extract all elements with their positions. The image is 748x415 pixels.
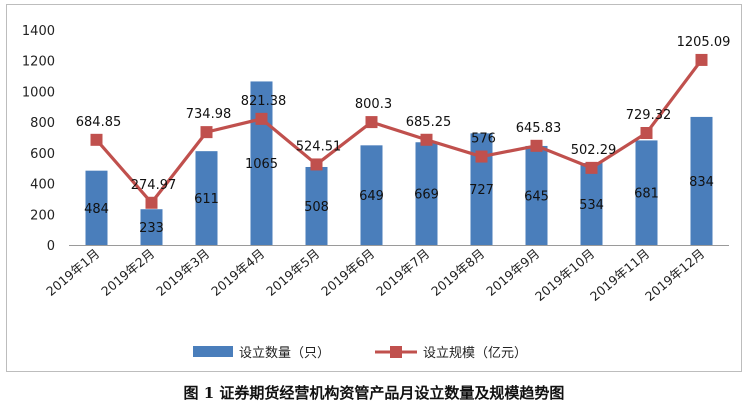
bar-data-label: 233 <box>139 221 164 236</box>
y-tick-label: 1200 <box>22 55 55 70</box>
bar-data-label: 727 <box>469 183 494 198</box>
line-marker <box>255 112 268 125</box>
bar <box>690 116 713 246</box>
bar-data-label: 645 <box>524 189 549 204</box>
bar-data-label: 649 <box>359 189 384 204</box>
line-marker <box>310 158 323 171</box>
legend-bar-swatch <box>193 346 233 357</box>
y-tick-label: 0 <box>47 239 55 254</box>
line-layer <box>90 53 708 209</box>
bar-labels-layer: 484 233 611 1065 508 649 669 727 645 534 681 834 <box>84 157 714 236</box>
x-tick-label: 2019年12月 <box>642 246 707 304</box>
bar-data-label: 611 <box>194 192 219 207</box>
line-marker <box>365 116 378 129</box>
y-tick-label: 600 <box>30 147 55 162</box>
y-tick-label: 200 <box>30 208 55 223</box>
y-tick-label: 1000 <box>22 85 55 100</box>
line-series <box>95 58 703 205</box>
line-data-label: 685.25 <box>406 115 452 130</box>
line-data-label: 684.85 <box>76 115 122 130</box>
bar <box>360 145 383 245</box>
line-marker <box>145 196 158 209</box>
line-marker <box>200 126 213 139</box>
figure-caption: 图 1 证券期货经营机构资管产品月设立数量及规模趋势图 <box>183 384 565 402</box>
bar <box>305 166 328 245</box>
line-marker <box>695 53 708 66</box>
bar <box>85 170 108 245</box>
x-tick-label: 2019年4月 <box>208 246 267 299</box>
line-marker <box>585 161 598 174</box>
legend-line-label: 设立规模（亿元） <box>423 346 527 361</box>
bar-data-label: 669 <box>414 188 439 203</box>
y-tick-label: 400 <box>30 178 55 193</box>
legend-bar-label: 设立数量（只） <box>239 346 330 361</box>
bar-data-label: 834 <box>689 175 714 190</box>
bar-data-label: 681 <box>634 187 659 202</box>
bar <box>195 151 218 245</box>
line-data-label: 576 <box>471 132 496 147</box>
x-tick-label: 2019年10月 <box>532 246 597 304</box>
line-marker <box>475 150 488 163</box>
line-marker <box>530 139 543 152</box>
line-data-label: 502.29 <box>571 143 617 158</box>
x-tick-label: 2019年8月 <box>428 246 487 299</box>
line-marker <box>640 126 653 139</box>
bar-data-label: 1065 <box>245 157 278 172</box>
line-marker <box>90 133 103 146</box>
line-data-label: 645.83 <box>516 121 562 136</box>
line-marker <box>420 133 433 146</box>
bar <box>415 142 438 245</box>
x-tick-label: 2019年5月 <box>263 246 322 299</box>
line-labels-layer: 684.85 274.97 734.98 821.38 524.51 800.3 685.2… <box>76 35 731 193</box>
x-tick-label: 2019年2月 <box>98 246 157 299</box>
bar <box>580 162 603 245</box>
line-data-label: 1205.09 <box>677 35 731 50</box>
line-data-label: 800.3 <box>355 97 392 112</box>
bar <box>525 145 548 245</box>
x-tick-label: 2019年11月 <box>587 246 652 304</box>
legend-line-marker <box>390 346 402 358</box>
bar-data-label: 534 <box>579 198 604 213</box>
bars-layer <box>85 81 713 246</box>
x-tick-label: 2019年3月 <box>153 246 212 299</box>
line-data-label: 821.38 <box>241 94 287 109</box>
line-data-label: 729.32 <box>626 108 672 123</box>
bar <box>140 209 163 245</box>
bar-data-label: 508 <box>304 200 329 215</box>
bar <box>635 140 658 245</box>
chart-svg: 02004006008001000120014002019年1月2019年2月2… <box>22 24 731 361</box>
y-tick-label: 1400 <box>22 24 55 39</box>
line-data-label: 734.98 <box>186 107 232 122</box>
chart-frame: 0 200 400 600 800 1000 1200 1400 2019年1月 2019年2月 2… <box>6 4 742 372</box>
bar-data-label: 484 <box>84 202 109 217</box>
line-data-label: 274.97 <box>131 178 177 193</box>
legend: 设立数量（只） 设立规模（亿元） <box>193 346 527 361</box>
line-data-label: 524.51 <box>296 139 342 154</box>
x-tick-label: 2019年7月 <box>373 246 432 299</box>
x-tick-label: 2019年6月 <box>318 246 377 299</box>
y-tick-label: 800 <box>30 116 55 131</box>
